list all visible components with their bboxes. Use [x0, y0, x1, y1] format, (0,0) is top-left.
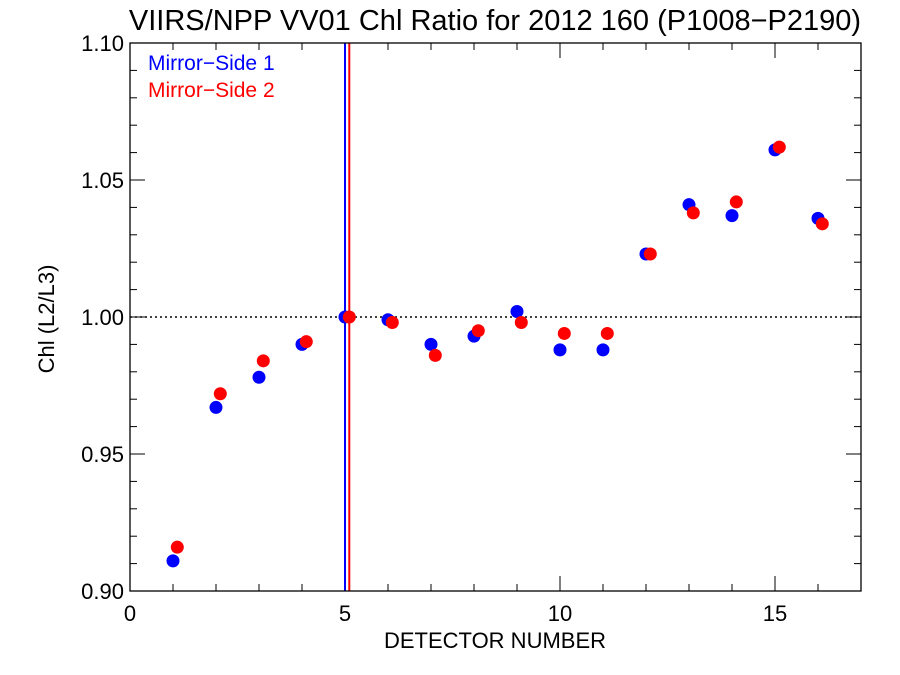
data-point-series-2 [213, 387, 227, 401]
data-points [166, 140, 829, 568]
data-point-series-2 [385, 315, 399, 329]
legend-entry-series-2: Mirror−Side 2 [148, 79, 275, 102]
y-tick-label: 1.10 [81, 31, 124, 56]
data-point-series-2 [815, 217, 829, 231]
data-point-series-1 [596, 343, 610, 357]
y-tick-label: 1.00 [81, 305, 124, 330]
data-point-series-2 [514, 315, 528, 329]
y-axis-label: Chl (L2/L3) [34, 265, 59, 374]
data-point-series-2 [256, 354, 270, 368]
data-point-series-2 [600, 326, 614, 340]
y-tick-label: 1.05 [81, 168, 124, 193]
data-point-series-2 [471, 324, 485, 338]
x-tick-label: 10 [548, 601, 572, 626]
x-tick-label: 5 [339, 601, 351, 626]
x-tick-label: 15 [763, 601, 787, 626]
data-point-series-1 [209, 400, 223, 414]
data-point-series-2 [299, 335, 313, 349]
y-tick-label: 0.90 [81, 579, 124, 604]
plot-frame [129, 42, 862, 592]
chart-title: VIIRS/NPP VV01 Chl Ratio for 2012 160 (P… [129, 5, 861, 37]
axis-tick-labels: 0 5 10 15 0.90 0.95 1.00 1.05 1.10 [81, 31, 787, 626]
data-point-series-1 [510, 305, 524, 319]
data-point-series-1 [252, 370, 266, 384]
x-axis-label: DETECTOR NUMBER [384, 628, 606, 653]
data-point-series-2 [643, 247, 657, 261]
data-point-series-2 [686, 206, 700, 220]
data-point-series-2 [170, 540, 184, 554]
data-point-series-1 [166, 554, 180, 568]
data-point-series-2 [557, 326, 571, 340]
legend: Mirror−Side 1 Mirror−Side 2 [148, 52, 275, 102]
data-point-series-2 [342, 310, 356, 324]
x-tick-label: 0 [124, 601, 136, 626]
legend-entry-series-1: Mirror−Side 1 [148, 52, 275, 75]
data-point-series-1 [725, 209, 739, 223]
data-point-series-2 [729, 195, 743, 209]
data-point-series-2 [428, 348, 442, 362]
y-tick-label: 0.95 [81, 442, 124, 467]
data-point-series-2 [772, 140, 786, 154]
data-point-series-1 [553, 343, 567, 357]
data-point-series-1 [424, 337, 438, 351]
